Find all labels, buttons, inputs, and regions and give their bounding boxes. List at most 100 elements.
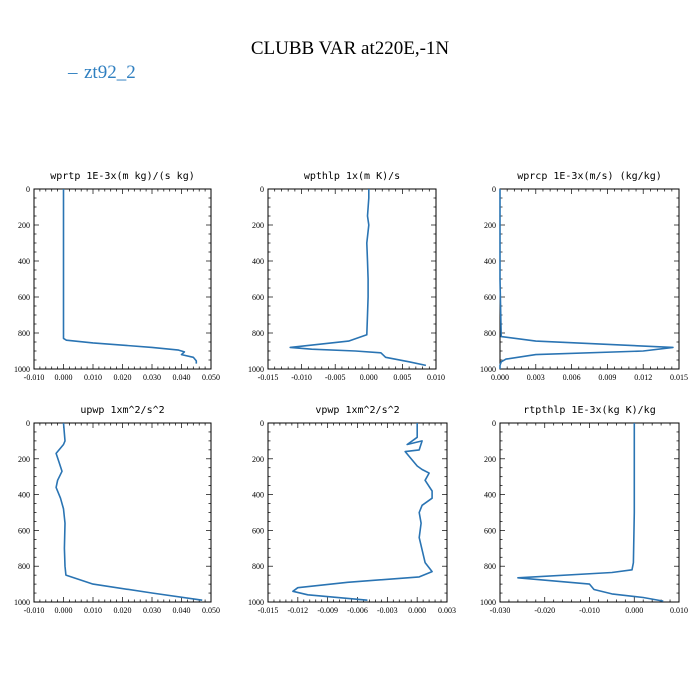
legend: – zt92_2 bbox=[67, 62, 136, 83]
y-tick-label: 1000 bbox=[248, 365, 264, 374]
y-tick-label: 400 bbox=[484, 491, 496, 500]
panel-5: vpwp 1xm^2/s^2 -0.015 -0.012 -0.009 -0.006 -0… bbox=[248, 405, 456, 615]
panel-title: wprcp 1E-3x(m/s) (kg/kg) bbox=[517, 171, 662, 182]
y-tick-label: 200 bbox=[252, 221, 264, 230]
x-tick-label: 0.012 bbox=[634, 373, 652, 382]
x-tick-label: -0.006 bbox=[347, 606, 368, 615]
series-line bbox=[517, 423, 664, 602]
y-tick-label: 1000 bbox=[14, 365, 30, 374]
y-tick-label: 0 bbox=[492, 419, 496, 428]
x-tick-label: -0.009 bbox=[317, 606, 338, 615]
x-tick-label: -0.010 bbox=[24, 373, 45, 382]
y-tick-label: 600 bbox=[252, 526, 264, 535]
y-tick-label: 0 bbox=[26, 419, 30, 428]
plot-frame bbox=[499, 188, 680, 370]
x-tick-label: 0.000 bbox=[625, 606, 643, 615]
x-tick-label: 0.010 bbox=[84, 373, 102, 382]
panel-title: wpthlp 1x(m K)/s bbox=[304, 171, 400, 182]
y-tick-label: 1000 bbox=[480, 365, 496, 374]
y-tick-label: 400 bbox=[18, 257, 30, 266]
panel-title: upwp 1xm^2/s^2 bbox=[80, 405, 164, 416]
y-tick-label: 0 bbox=[260, 185, 264, 194]
figure-title: CLUBB VAR at220E,-1N bbox=[251, 38, 450, 59]
y-tick-label: 200 bbox=[484, 455, 496, 464]
x-tick-label: 0.006 bbox=[563, 373, 581, 382]
y-tick-label: 1000 bbox=[480, 598, 496, 607]
x-tick-label: 0.005 bbox=[393, 373, 411, 382]
plot-frame bbox=[499, 422, 680, 603]
x-tick-label: 0.010 bbox=[427, 373, 445, 382]
y-tick-label: 800 bbox=[484, 562, 496, 571]
x-tick-label: 0.003 bbox=[527, 373, 545, 382]
y-tick-label: 0 bbox=[26, 185, 30, 194]
panel-title: wprtp 1E-3x(m kg)/(s kg) bbox=[50, 171, 195, 182]
legend-dash: – bbox=[67, 62, 78, 83]
y-tick-label: 200 bbox=[18, 221, 30, 230]
y-tick-label: 400 bbox=[484, 257, 496, 266]
panel-title: rtpthlp 1E-3x(kg K)/kg bbox=[523, 405, 655, 416]
y-tick-label: 1000 bbox=[248, 598, 264, 607]
panel-title: vpwp 1xm^2/s^2 bbox=[315, 405, 399, 416]
series-line bbox=[499, 189, 674, 369]
x-tick-label: 0.010 bbox=[84, 606, 102, 615]
x-tick-label: 0.000 bbox=[55, 373, 73, 382]
panels: wprtp 1E-3x(m kg)/(s kg) -0.010 0.000 0.010… bbox=[14, 171, 688, 615]
series-line bbox=[62, 189, 198, 364]
x-tick-label: 0.020 bbox=[114, 373, 132, 382]
x-tick-label: 0.040 bbox=[173, 606, 191, 615]
y-tick-label: 800 bbox=[18, 329, 30, 338]
plot-frame bbox=[267, 422, 448, 603]
x-tick-label: 0.030 bbox=[143, 606, 161, 615]
panel-2: wpthlp 1x(m K)/s -0.015 -0.010 -0.005 0.000 0… bbox=[248, 171, 445, 382]
y-tick-label: 600 bbox=[18, 293, 30, 302]
y-tick-label: 200 bbox=[18, 455, 30, 464]
x-tick-label: 0.009 bbox=[598, 373, 616, 382]
x-tick-label: -0.010 bbox=[579, 606, 600, 615]
y-tick-label: 600 bbox=[484, 293, 496, 302]
x-tick-label: 0.040 bbox=[173, 373, 191, 382]
plot-frame bbox=[267, 188, 437, 370]
panel-6: rtpthlp 1E-3x(kg K)/kg -0.030 -0.020 -0.010… bbox=[480, 405, 688, 615]
y-tick-label: 400 bbox=[18, 491, 30, 500]
y-tick-label: 800 bbox=[252, 562, 264, 571]
series-line bbox=[292, 423, 433, 601]
series-line bbox=[289, 189, 427, 367]
x-tick-label: 0.050 bbox=[202, 373, 220, 382]
x-tick-label: 0.015 bbox=[670, 373, 688, 382]
x-tick-label: -0.020 bbox=[534, 606, 555, 615]
x-tick-label: 0.010 bbox=[670, 606, 688, 615]
y-tick-label: 800 bbox=[252, 329, 264, 338]
y-tick-label: 600 bbox=[484, 526, 496, 535]
series-line bbox=[55, 422, 203, 601]
y-tick-label: 200 bbox=[252, 455, 264, 464]
y-tick-label: 0 bbox=[260, 419, 264, 428]
y-tick-label: 600 bbox=[252, 293, 264, 302]
x-tick-label: 0.050 bbox=[202, 606, 220, 615]
panel-1: wprtp 1E-3x(m kg)/(s kg) -0.010 0.000 0.010… bbox=[14, 171, 220, 382]
panel-3: wprcp 1E-3x(m/s) (kg/kg) 0.000 0.003 0.006 0… bbox=[480, 171, 688, 382]
y-tick-label: 600 bbox=[18, 526, 30, 535]
x-tick-label: -0.010 bbox=[291, 373, 312, 382]
x-tick-label: -0.010 bbox=[24, 606, 45, 615]
x-tick-label: 0.000 bbox=[360, 373, 378, 382]
x-tick-label: -0.012 bbox=[287, 606, 308, 615]
plot-frame bbox=[33, 188, 212, 370]
x-tick-label: -0.015 bbox=[258, 606, 279, 615]
x-tick-label: 0.000 bbox=[408, 606, 426, 615]
y-tick-label: 800 bbox=[484, 329, 496, 338]
y-tick-label: 800 bbox=[18, 562, 30, 571]
y-tick-label: 400 bbox=[252, 257, 264, 266]
y-tick-label: 0 bbox=[492, 185, 496, 194]
y-tick-label: 200 bbox=[484, 221, 496, 230]
x-tick-label: 0.003 bbox=[438, 606, 456, 615]
y-tick-label: 1000 bbox=[14, 598, 30, 607]
x-tick-label: -0.015 bbox=[258, 373, 279, 382]
x-tick-label: 0.030 bbox=[143, 373, 161, 382]
y-tick-label: 400 bbox=[252, 491, 264, 500]
x-tick-label: 0.000 bbox=[55, 606, 73, 615]
x-tick-label: -0.005 bbox=[325, 373, 346, 382]
legend-label: zt92_2 bbox=[84, 62, 136, 83]
panel-4: upwp 1xm^2/s^2 -0.010 0.000 0.010 0.020 0.030… bbox=[14, 405, 220, 615]
x-tick-label: -0.030 bbox=[490, 606, 511, 615]
